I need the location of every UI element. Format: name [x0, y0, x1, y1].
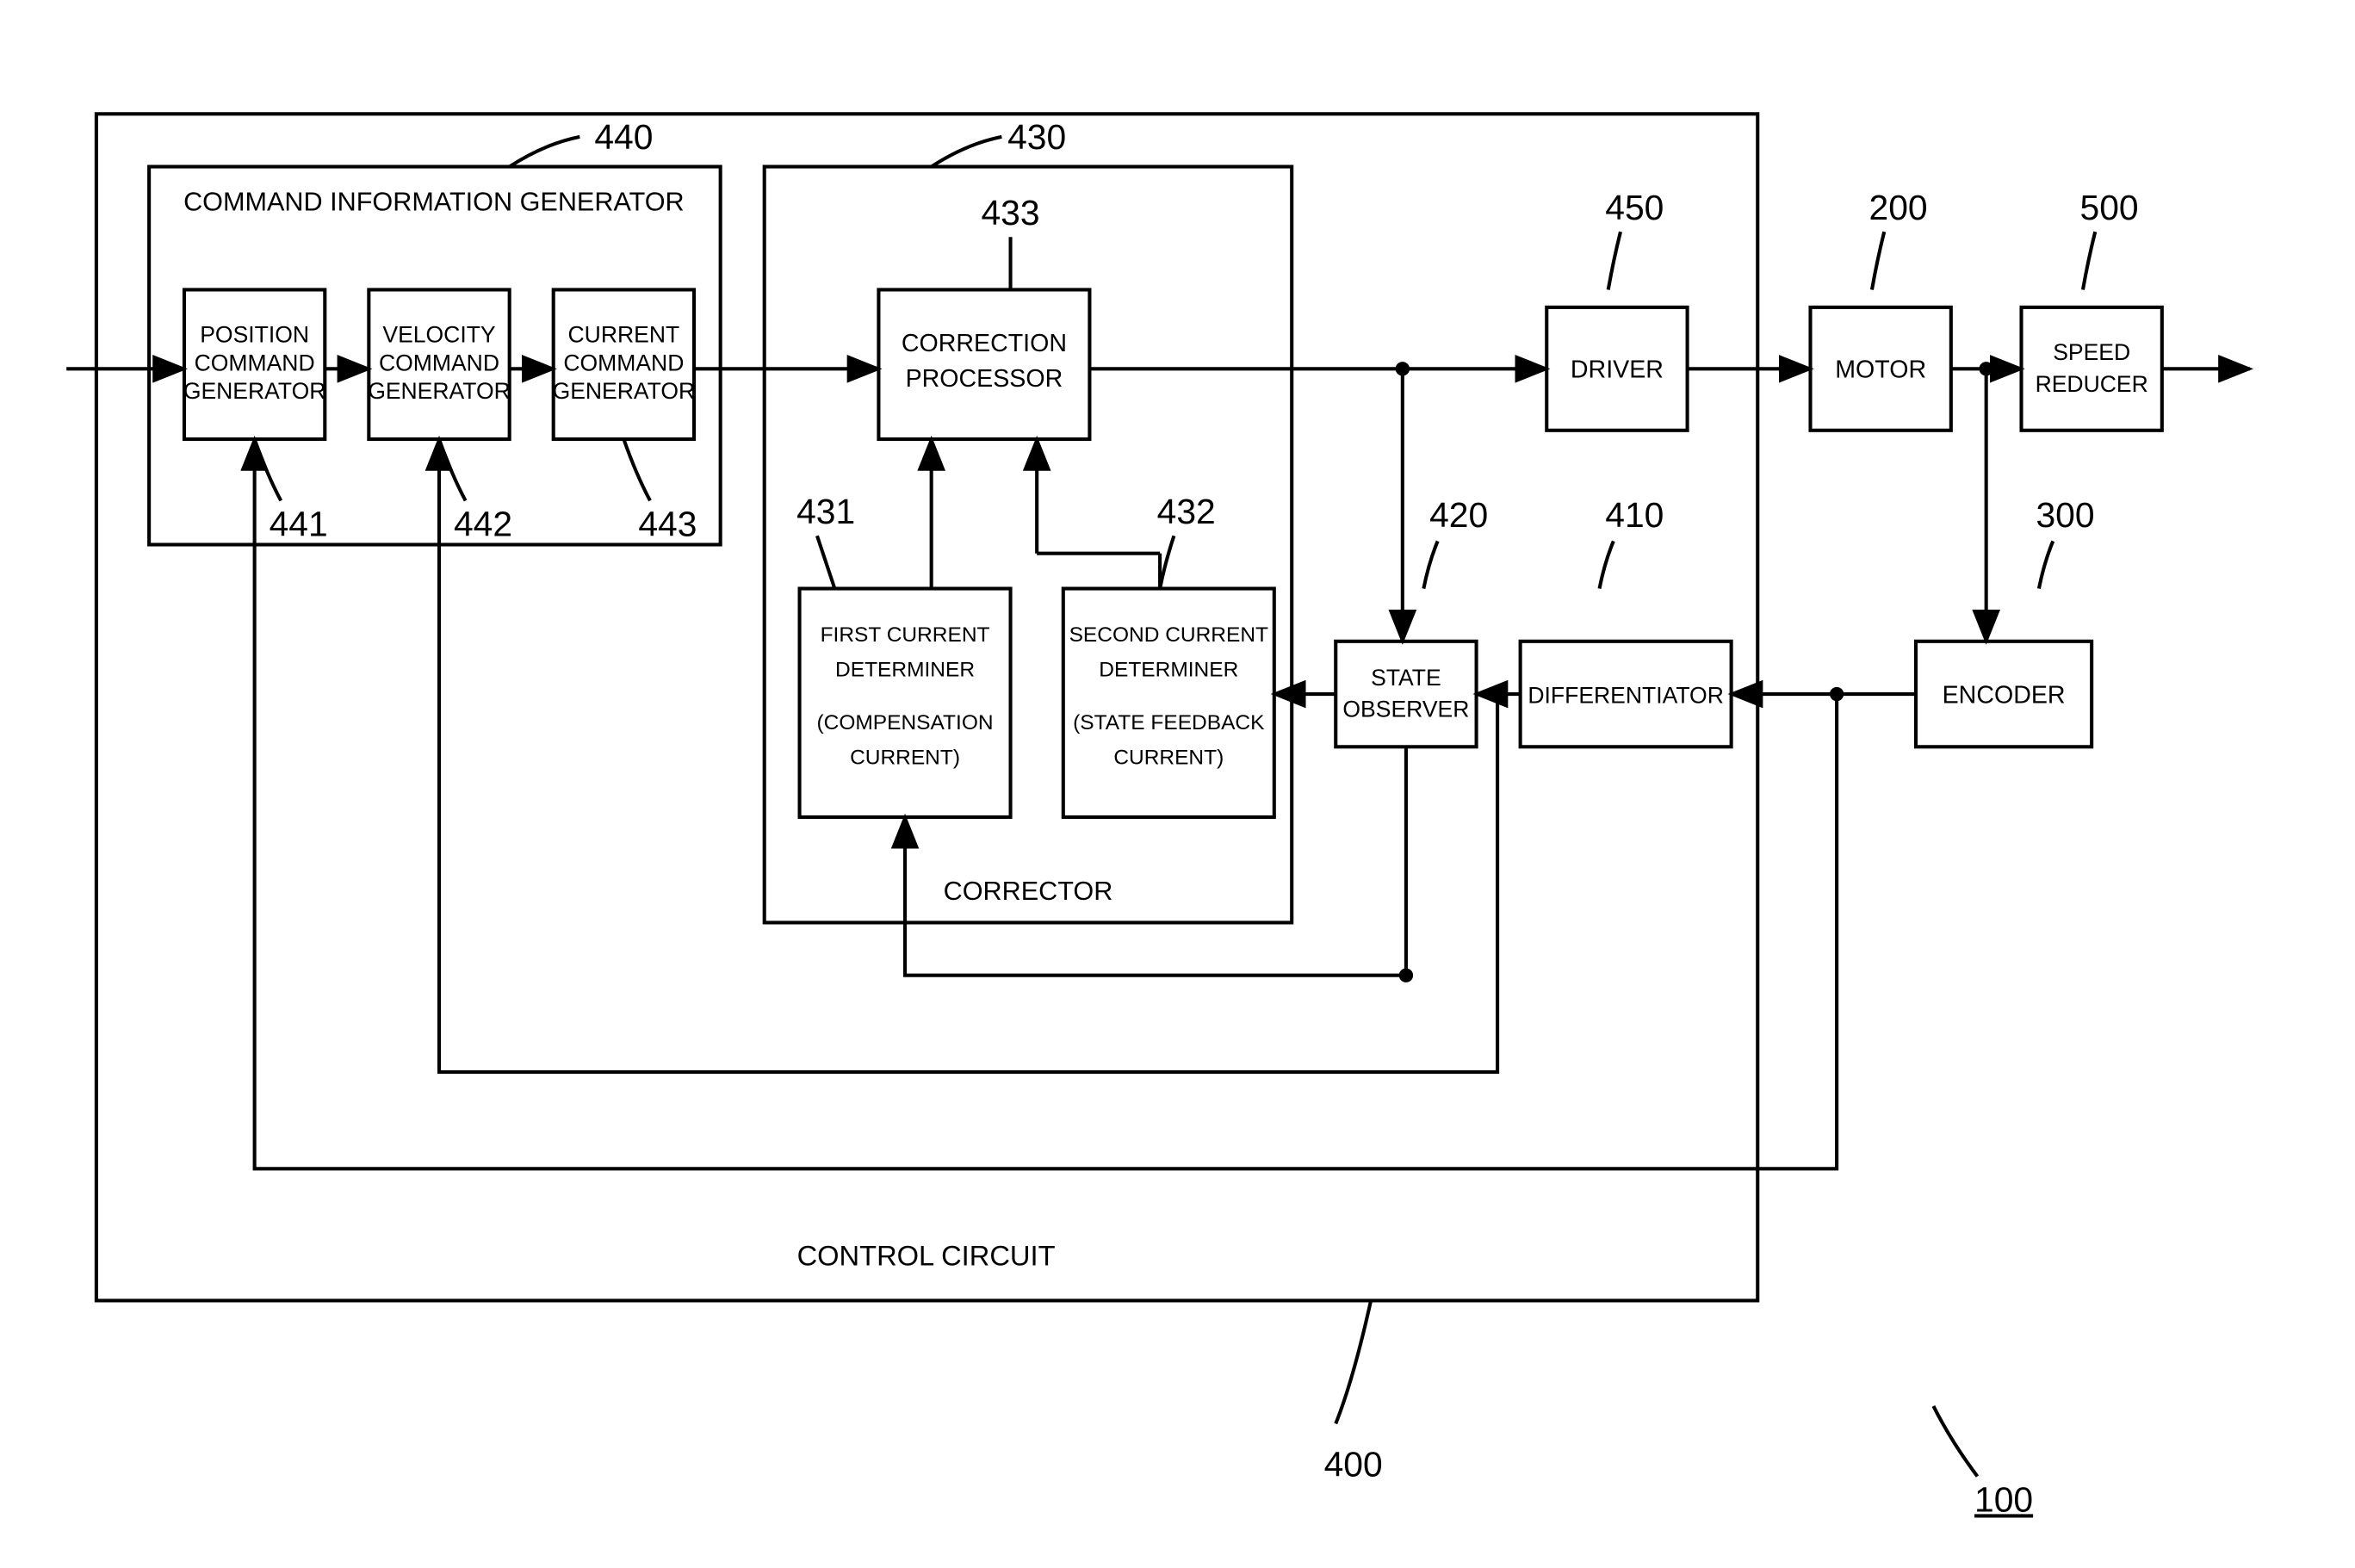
motor-ref: 200	[1869, 188, 1928, 227]
control-circuit-leader	[1336, 1300, 1371, 1423]
state-obs-ref: 420	[1429, 495, 1488, 535]
arrow-encoder-pos	[255, 439, 1838, 1168]
vel-cmd-label-2: COMMAND	[379, 350, 499, 375]
cur-cmd-label-2: COMMAND	[563, 350, 684, 375]
encoder-leader	[2039, 541, 2053, 588]
diff-leader	[1600, 541, 1614, 588]
corrector-box	[765, 167, 1292, 923]
encoder-ref: 300	[2036, 495, 2094, 535]
first-cur-label-4: CURRENT)	[850, 747, 960, 770]
pos-cmd-label-3: GENERATOR	[183, 378, 326, 404]
cmd-info-gen-ref: 440	[594, 117, 653, 157]
diff-label: DIFFERENTIATOR	[1528, 682, 1723, 708]
pos-cmd-leader	[255, 439, 282, 500]
corr-proc-ref: 433	[981, 193, 1039, 232]
cmd-info-gen-leader	[510, 137, 580, 167]
block-diagram: CONTROL CIRCUIT 400 COMMAND INFORMATION …	[17, 17, 2338, 1546]
corrector-label: CORRECTOR	[944, 877, 1113, 906]
speed-red-ref: 500	[2080, 188, 2139, 227]
speed-red-label-2: REDUCER	[2036, 371, 2148, 397]
vel-cmd-label-3: GENERATOR	[368, 378, 511, 404]
system-ref-leader	[1933, 1406, 1977, 1477]
system-ref: 100	[1974, 1479, 2033, 1519]
second-cur-label-3: (STATE FEEDBACK	[1073, 711, 1265, 734]
motor-leader	[1872, 232, 1884, 289]
node-state-tap	[1399, 969, 1413, 982]
vel-cmd-label-1: VELOCITY	[382, 322, 496, 348]
cur-cmd-ref: 443	[638, 504, 697, 543]
second-cur-ref: 432	[1157, 492, 1216, 531]
cmd-info-gen-label: COMMAND INFORMATION GENERATOR	[183, 188, 685, 217]
control-circuit-box	[96, 114, 1757, 1300]
pos-cmd-ref: 441	[270, 504, 328, 543]
cur-cmd-leader	[623, 439, 650, 500]
second-cur-label-4: CURRENT)	[1113, 747, 1224, 770]
second-cur-leader	[1160, 536, 1174, 588]
control-circuit-label: CONTROL CIRCUIT	[797, 1240, 1056, 1272]
driver-ref: 450	[1605, 188, 1664, 227]
second-cur-label-2: DETERMINER	[1099, 659, 1238, 682]
first-cur-label-1: FIRST CURRENT	[821, 623, 990, 647]
encoder-label: ENCODER	[1943, 681, 2066, 709]
vel-cmd-ref: 442	[454, 504, 512, 543]
driver-label: DRIVER	[1571, 356, 1664, 384]
motor-label: MOTOR	[1835, 356, 1926, 384]
vel-cmd-leader	[439, 439, 466, 500]
arrow-state-first	[905, 747, 1406, 975]
cur-cmd-label-3: GENERATOR	[553, 378, 696, 404]
speed-red-leader	[2083, 232, 2095, 289]
first-cur-label-3: (COMPENSATION	[816, 711, 993, 734]
first-cur-leader	[817, 536, 834, 588]
corrector-ref: 430	[1007, 117, 1066, 157]
corrector-leader	[932, 137, 1002, 167]
driver-leader	[1608, 232, 1621, 289]
first-cur-ref: 431	[796, 492, 855, 531]
speed-red-box	[2022, 307, 2162, 431]
corr-proc-label-1: CORRECTION	[902, 330, 1067, 357]
pos-cmd-label-1: POSITION	[200, 322, 309, 348]
state-obs-label-2: OBSERVER	[1342, 697, 1469, 722]
first-cur-label-2: DETERMINER	[835, 659, 975, 682]
state-obs-box	[1336, 641, 1476, 747]
corr-proc-label-2: PROCESSOR	[906, 365, 1063, 393]
state-obs-leader	[1423, 541, 1437, 588]
state-obs-label-1: STATE	[1371, 665, 1441, 691]
diff-ref: 410	[1605, 495, 1664, 535]
speed-red-label-1: SPEED	[2053, 339, 2130, 365]
pos-cmd-label-2: COMMAND	[195, 350, 315, 375]
second-cur-label-1: SECOND CURRENT	[1069, 623, 1268, 647]
cur-cmd-label-1: CURRENT	[568, 322, 680, 348]
control-circuit-ref: 400	[1324, 1445, 1383, 1484]
